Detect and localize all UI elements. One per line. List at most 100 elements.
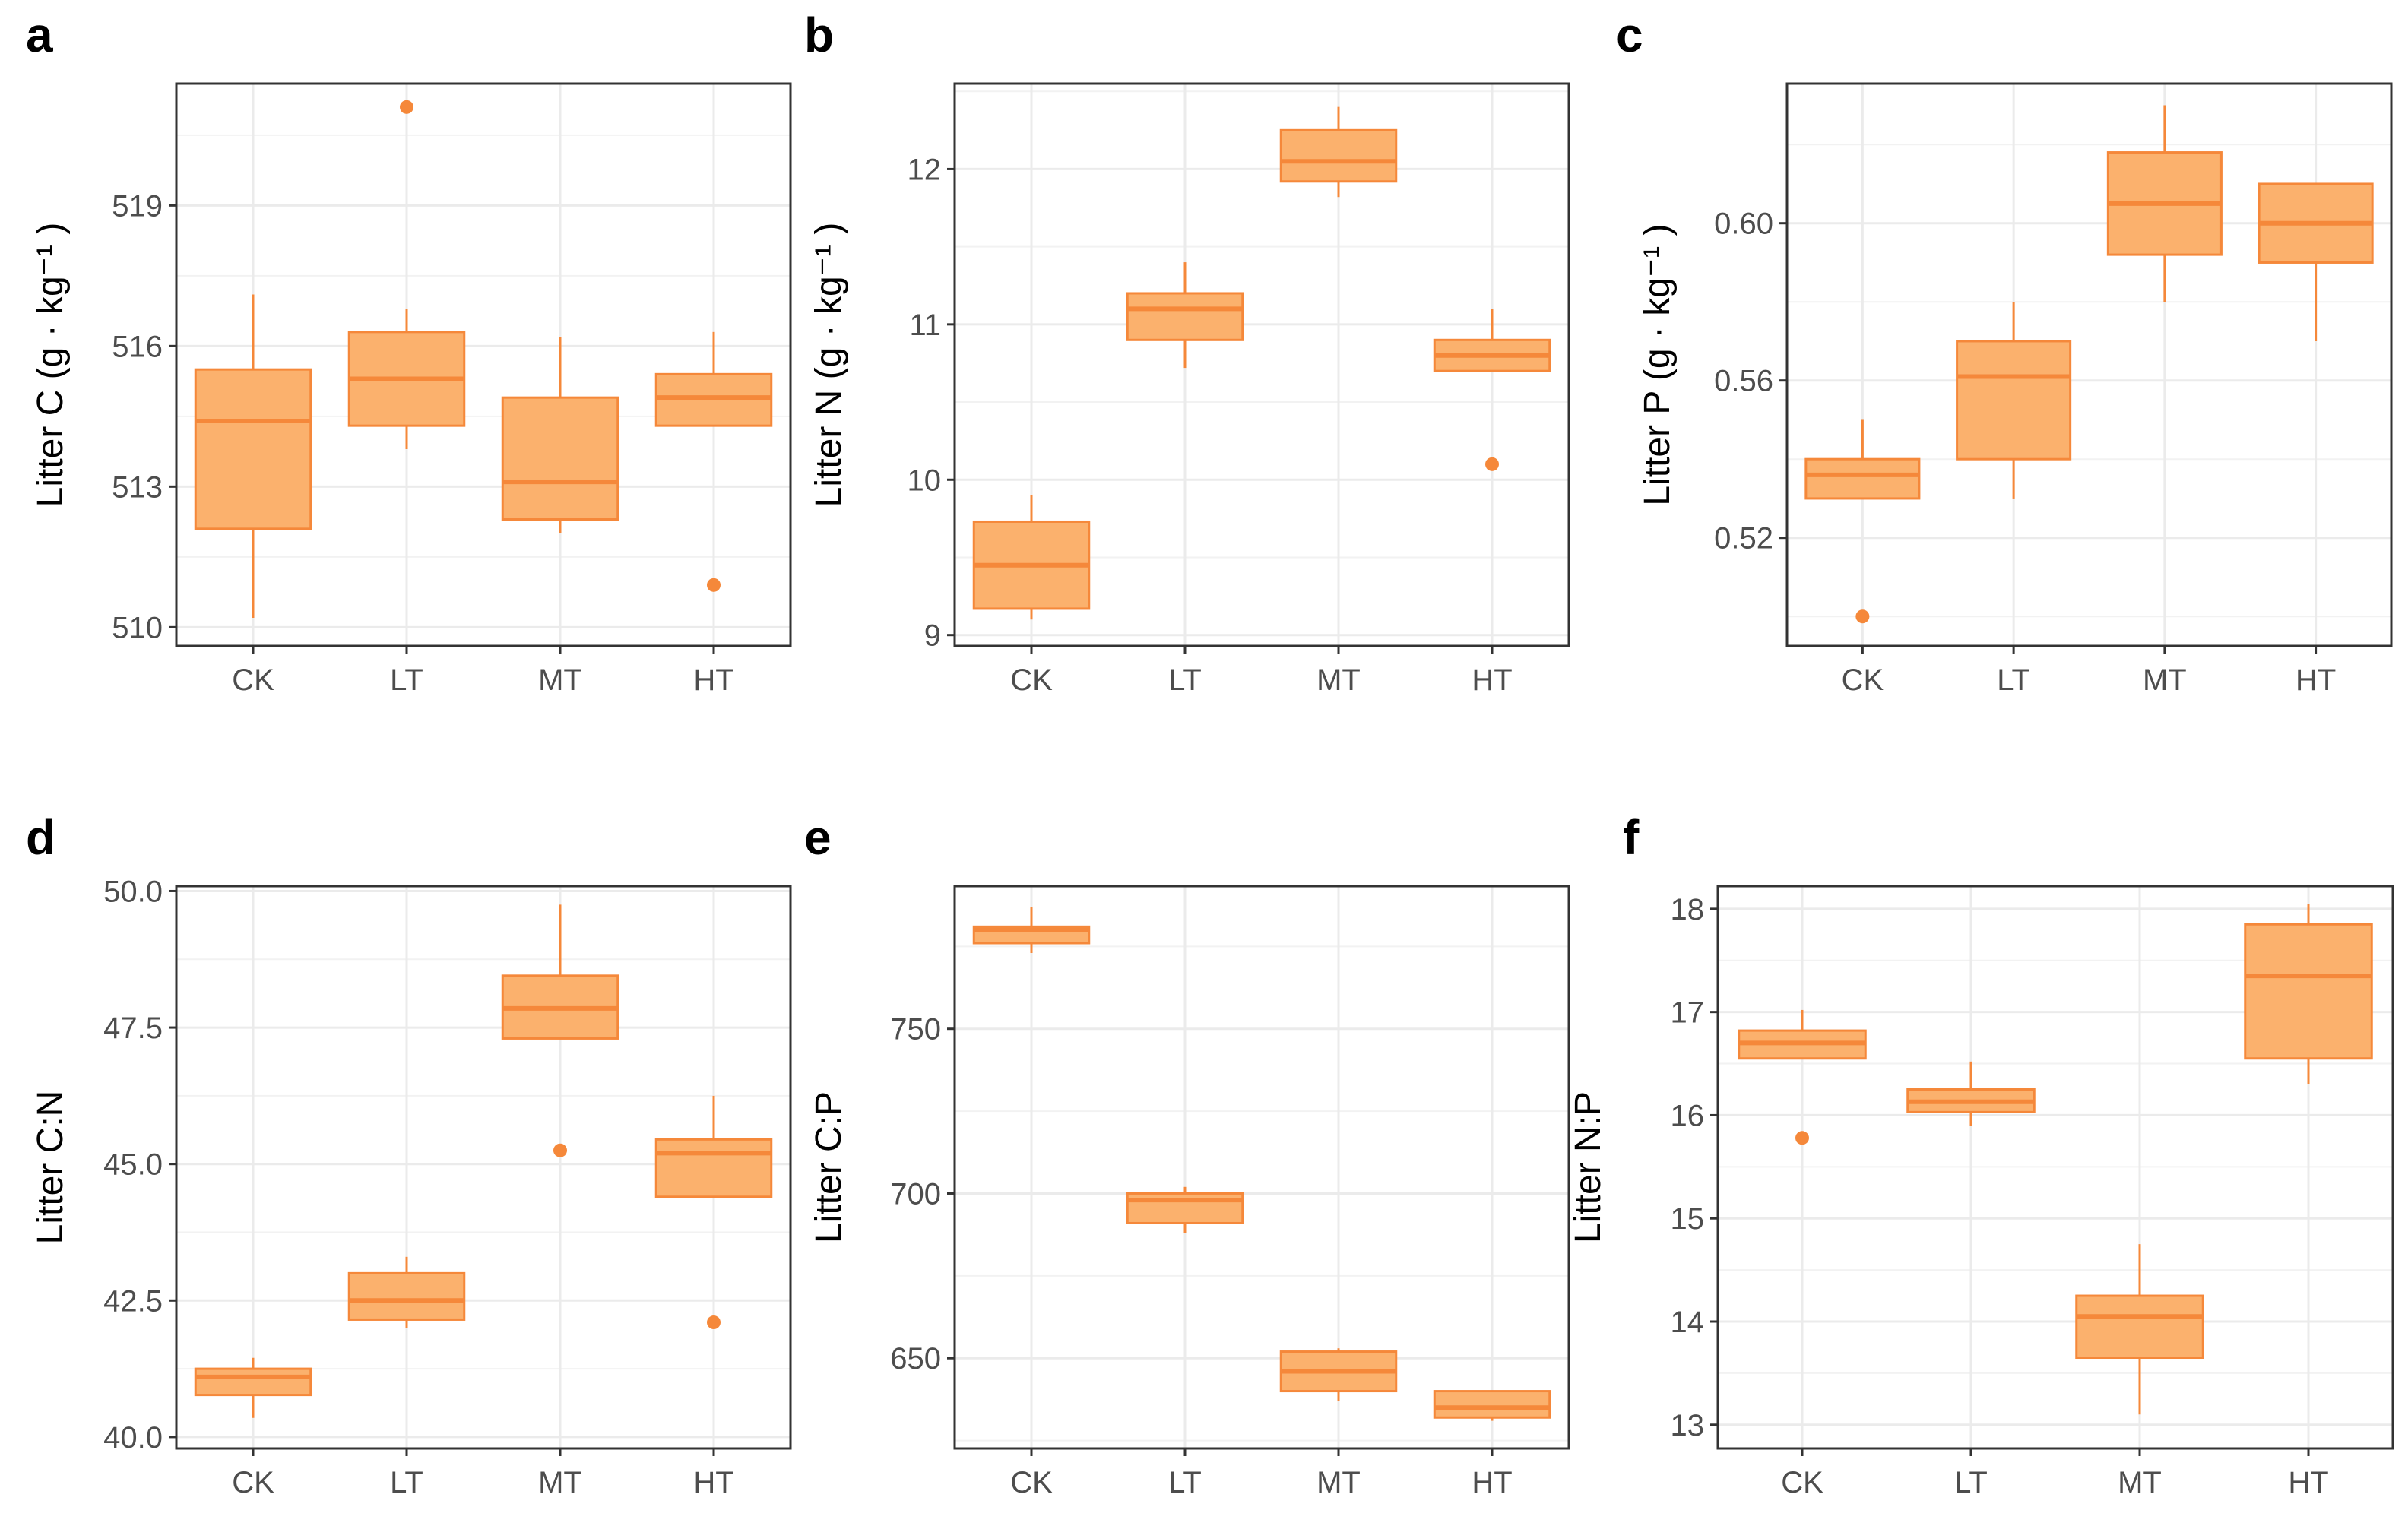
y-axis-title: Litter C:N [30, 1091, 71, 1245]
panel-f: 13 14 15 16 17 18 CK LT MT HT Litter N:P f [1568, 810, 2394, 1499]
y-tick-label: 15 [1671, 1202, 1705, 1236]
x-tick-label: LT [1168, 663, 1202, 697]
box-LT [1126, 1186, 1244, 1233]
outlier-point [707, 578, 721, 592]
box-HT [2244, 904, 2373, 1084]
box-CK [972, 495, 1091, 620]
panel-border [953, 885, 1570, 1450]
y-tick-label: 12 [908, 153, 942, 186]
y-axis-title: Litter P (g · kg⁻¹ ) [1637, 223, 1678, 505]
y-tick-label: 10 [908, 464, 942, 497]
box-HT [1433, 1390, 1551, 1421]
iqr-box [2075, 1294, 2204, 1360]
y-tick-label: 47.5 [103, 1012, 163, 1045]
box-MT [501, 337, 619, 533]
outlier-point [707, 1315, 721, 1330]
box-HT [1433, 309, 1551, 471]
y-tick-label: 519 [112, 189, 163, 223]
panel-border [175, 82, 792, 647]
box-CK [972, 907, 1091, 954]
y-tick-label: 513 [112, 470, 163, 504]
x-tick-label: CK [1842, 663, 1884, 697]
plot-background [1787, 84, 2391, 646]
x-tick-label: MT [1316, 1466, 1361, 1499]
iqr-box [1956, 340, 2072, 461]
x-tick-label: LT [1954, 1466, 1988, 1499]
x-tick-label: MT [538, 1466, 582, 1499]
box-LT [347, 1256, 466, 1328]
y-tick-label: 13 [1671, 1409, 1705, 1442]
panel-letter: d [26, 810, 55, 865]
y-tick-label: 11 [909, 309, 941, 342]
y-tick-label: 0.56 [1714, 365, 1773, 398]
y-tick-label: 650 [890, 1342, 941, 1376]
box-LT [1956, 302, 2072, 499]
x-tick-label: MT [2143, 663, 2187, 697]
panel-border [1716, 885, 2394, 1450]
iqr-box [2244, 923, 2373, 1060]
box-LT [347, 100, 466, 449]
y-axis-title: Litter C (g · kg⁻¹ ) [30, 223, 71, 508]
plot-background [955, 886, 1569, 1448]
y-tick-label: 516 [112, 330, 163, 363]
outlier-point [1855, 609, 1870, 624]
box-MT [1279, 106, 1398, 198]
x-tick-label: CK [232, 663, 274, 697]
panel-border [1785, 82, 2393, 647]
x-tick-label: CK [232, 1466, 274, 1499]
outlier-point [400, 100, 413, 114]
x-tick-label: MT [538, 663, 582, 697]
iqr-box [194, 368, 312, 530]
box-MT [2075, 1244, 2204, 1415]
y-tick-label: 17 [1671, 996, 1705, 1030]
y-tick-label: 50.0 [103, 875, 163, 908]
x-tick-label: HT [693, 1466, 733, 1499]
y-tick-label: 16 [1671, 1099, 1705, 1132]
x-tick-label: CK [1010, 1466, 1053, 1499]
x-tick-label: HT [2288, 1466, 2328, 1499]
iqr-box [654, 1138, 773, 1198]
box-MT [501, 904, 619, 1157]
x-tick-label: LT [390, 663, 423, 697]
y-tick-label: 42.5 [103, 1284, 163, 1318]
outlier-point [1485, 457, 1499, 471]
panel-border [175, 885, 792, 1450]
x-tick-label: LT [1168, 1466, 1202, 1499]
box-HT [654, 1095, 773, 1330]
box-CK [1738, 1009, 1867, 1145]
x-tick-label: MT [1316, 663, 1361, 697]
panel-e: 650 700 750 CK LT MT HT Litter C:P e [804, 810, 1570, 1499]
iqr-box [194, 1367, 312, 1397]
box-LT [1906, 1061, 2036, 1126]
panel-letter: c [1616, 8, 1643, 62]
y-tick-label: 750 [890, 1013, 941, 1046]
box-CK [194, 1357, 312, 1418]
panel-d: 40.0 42.5 45.0 47.5 50.0 CK LT MT HT Litter C:N d [26, 810, 792, 1499]
x-tick-label: LT [1997, 663, 2030, 697]
y-tick-label: 700 [890, 1177, 941, 1211]
y-tick-label: 0.52 [1714, 522, 1773, 556]
iqr-box [654, 372, 773, 427]
box-LT [1126, 262, 1244, 369]
y-axis-title: Litter C:P [809, 1091, 849, 1243]
x-tick-label: HT [1472, 1466, 1512, 1499]
outlier-point [1795, 1131, 1809, 1145]
y-axis-title: Litter N:P [1568, 1091, 1608, 1243]
iqr-box [1279, 128, 1398, 183]
x-tick-label: HT [2296, 663, 2336, 697]
box-CK [194, 294, 312, 618]
x-tick-label: HT [693, 663, 733, 697]
y-tick-label: 40.0 [103, 1421, 163, 1455]
x-tick-label: HT [1472, 663, 1512, 697]
iqr-box [501, 396, 619, 521]
box-MT [2106, 105, 2223, 302]
y-tick-label: 18 [1671, 893, 1705, 926]
outlier-point [553, 1143, 567, 1157]
x-tick-label: CK [1781, 1466, 1823, 1499]
box-MT [1279, 1348, 1398, 1401]
panel-b: 9 10 11 12 CK LT MT HT Litter N (g · kg⁻¹ ) b [804, 8, 1570, 697]
box-CK [1804, 419, 1921, 624]
box-HT [654, 331, 773, 592]
y-tick-label: 510 [112, 611, 163, 644]
